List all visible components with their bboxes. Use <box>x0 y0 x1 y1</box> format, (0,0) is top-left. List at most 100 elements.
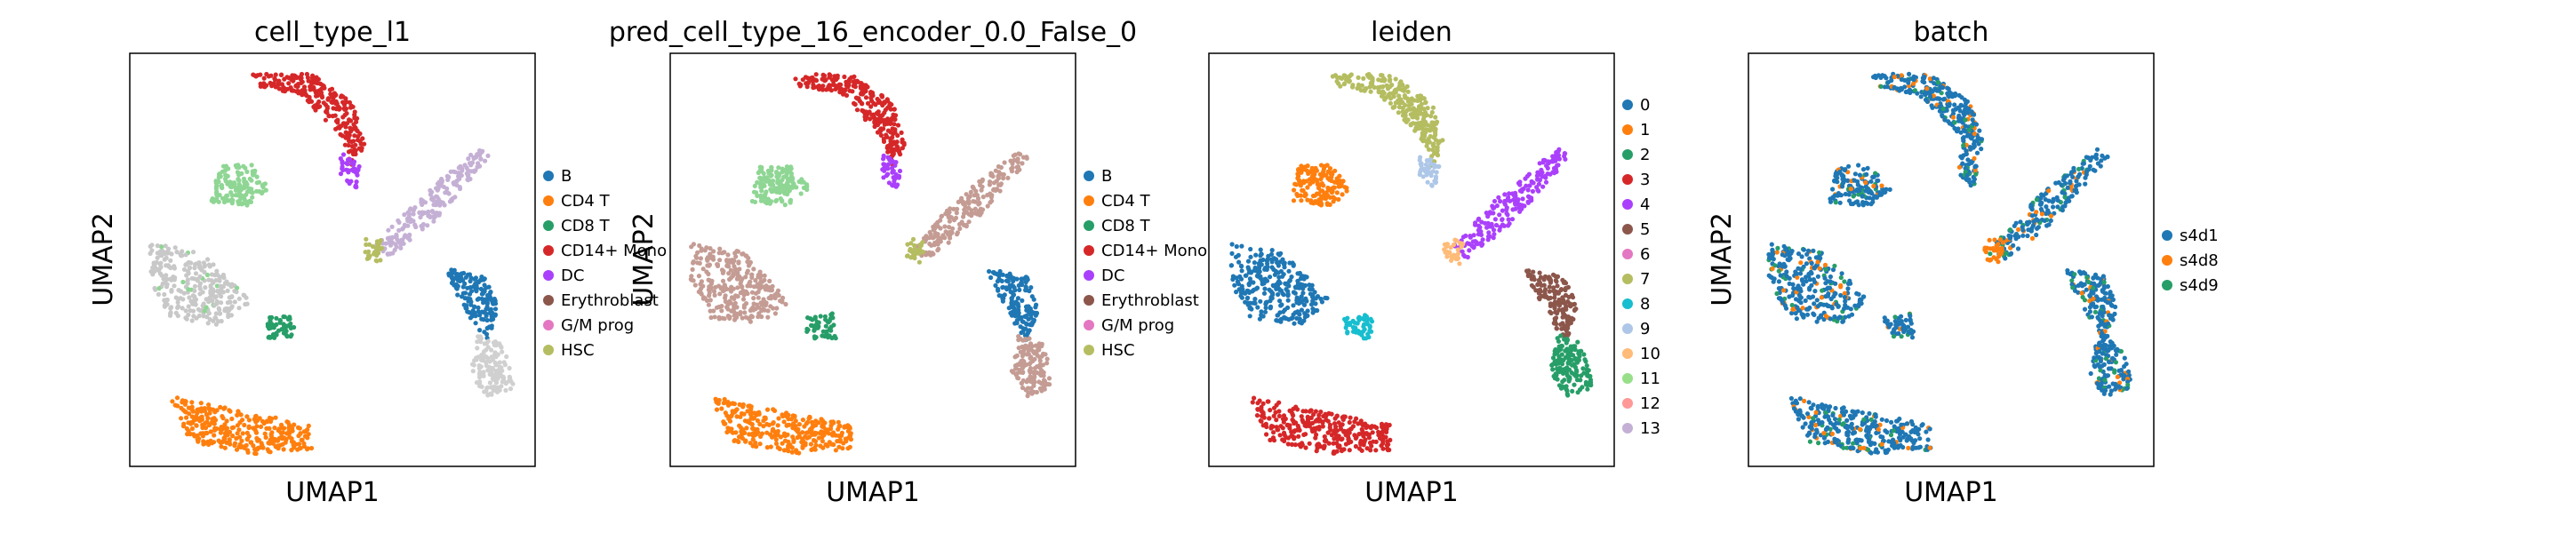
scatter-point <box>301 84 308 90</box>
scatter-point <box>452 195 458 200</box>
scatter-point <box>1506 195 1511 200</box>
scatter-point <box>820 438 826 444</box>
scatter-point <box>1025 394 1030 399</box>
scatter-point <box>206 423 212 428</box>
scatter-point <box>180 306 185 311</box>
scatter-point <box>831 420 836 426</box>
scatter-point <box>794 449 800 456</box>
scatter-point <box>872 119 877 124</box>
scatter-point <box>1418 93 1423 99</box>
scatter-point <box>1463 233 1468 239</box>
scatter-point <box>1011 292 1016 298</box>
scatter-point <box>966 205 972 211</box>
scatter-point <box>732 410 738 415</box>
scatter-point <box>411 211 416 217</box>
scatter-point <box>254 180 260 186</box>
scatter-point <box>813 78 820 84</box>
scatter-point <box>916 259 922 265</box>
scatter-point <box>1276 413 1282 418</box>
scatter-point <box>713 396 718 402</box>
scatter-point <box>1010 275 1015 282</box>
scatter-point <box>244 414 250 419</box>
scatter-point <box>1506 223 1511 228</box>
scatter-point <box>813 418 819 424</box>
scatter-point <box>812 439 819 444</box>
scatter-point <box>884 163 890 169</box>
legend-marker <box>1622 423 1633 434</box>
scatter-point <box>1012 354 1018 360</box>
scatter-point <box>695 260 700 266</box>
scatter-point <box>377 247 382 252</box>
scatter-point <box>1314 167 1319 172</box>
scatter-point <box>816 435 822 441</box>
scatter-point <box>764 201 770 206</box>
scatter-point <box>1468 234 1473 239</box>
scatter-point <box>353 184 358 189</box>
scatter-point <box>1519 188 1524 195</box>
scatter-point <box>1292 310 1298 315</box>
scatter-point <box>1236 252 1241 258</box>
scatter-point <box>812 334 818 339</box>
scatter-point <box>302 434 308 439</box>
scatter-point <box>482 289 487 294</box>
scatter-point <box>954 211 959 216</box>
scatter-point <box>763 303 769 308</box>
scatter-point <box>247 198 252 203</box>
scatter-point <box>768 444 773 449</box>
scatter-point <box>836 426 841 432</box>
scatter-point <box>847 88 852 93</box>
scatter-point <box>305 446 310 451</box>
scatter-point <box>1305 197 1310 203</box>
scatter-point <box>844 92 850 98</box>
scatter-point <box>762 307 767 313</box>
scatter-point <box>181 421 187 426</box>
scatter-point <box>823 317 828 322</box>
scatter-point <box>1956 118 1962 123</box>
scatter-point <box>726 426 732 431</box>
scatter-point <box>1562 279 1567 284</box>
scatter-point <box>691 259 696 265</box>
scatter-point <box>732 438 738 443</box>
scatter-point <box>1348 72 1354 77</box>
scatter-point <box>284 419 290 425</box>
scatter-point <box>304 71 309 77</box>
scatter-point <box>183 315 188 321</box>
scatter-point <box>1525 194 1532 199</box>
scatter-point <box>364 236 369 242</box>
scatter-point <box>1348 415 1353 420</box>
scatter-point <box>1323 195 1329 202</box>
scatter-point <box>1360 431 1365 437</box>
scatter-point <box>805 315 811 321</box>
legend-label: B <box>561 167 572 186</box>
scatter-point <box>857 99 863 104</box>
scatter-point <box>845 446 851 451</box>
scatter-point <box>1248 270 1254 275</box>
scatter-point <box>1529 198 1534 203</box>
y-axis-label: UMAP2 <box>88 212 119 306</box>
scatter-point <box>174 395 180 401</box>
scatter-point <box>172 283 177 289</box>
scatter-point <box>1554 326 1559 331</box>
legend-label: 13 <box>1640 419 1660 438</box>
scatter-point <box>1433 129 1438 134</box>
scatter-point <box>1268 306 1273 311</box>
scatter-point <box>1028 386 1034 391</box>
scatter-point <box>803 442 808 448</box>
scatter-point <box>1014 164 1020 170</box>
scatter-point <box>713 284 718 290</box>
legend-label: 0 <box>1640 96 1650 115</box>
scatter-point <box>186 312 191 317</box>
scatter-point <box>734 314 740 320</box>
scatter-point <box>768 182 773 187</box>
scatter-points <box>688 72 1052 456</box>
scatter-point <box>409 217 414 223</box>
scatter-point <box>812 445 817 450</box>
scatter-point <box>1548 310 1554 316</box>
scatter-point <box>277 320 283 325</box>
scatter-point <box>188 298 194 304</box>
scatter-point <box>1576 349 1581 354</box>
scatter-point <box>751 296 756 301</box>
scatter-point <box>1334 190 1340 195</box>
scatter-point <box>1572 362 1577 367</box>
scatter-point <box>957 226 963 231</box>
